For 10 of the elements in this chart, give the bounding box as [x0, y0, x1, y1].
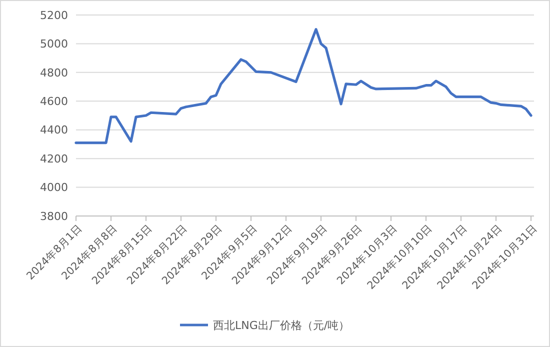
y-tick-label: 4600	[40, 94, 68, 108]
y-tick-label: 3800	[40, 210, 68, 223]
y-tick-label: 5200	[40, 8, 68, 22]
y-tick-label: 5000	[40, 38, 68, 51]
y-tick-label: 4800	[40, 66, 68, 80]
y-tick-label: 4000	[40, 181, 68, 194]
y-tick-label: 4200	[40, 152, 68, 166]
legend-label: 西北LNG出厂价格（元/吨）	[213, 318, 350, 332]
y-tick-label: 4400	[40, 124, 68, 137]
line-series	[74, 28, 532, 144]
